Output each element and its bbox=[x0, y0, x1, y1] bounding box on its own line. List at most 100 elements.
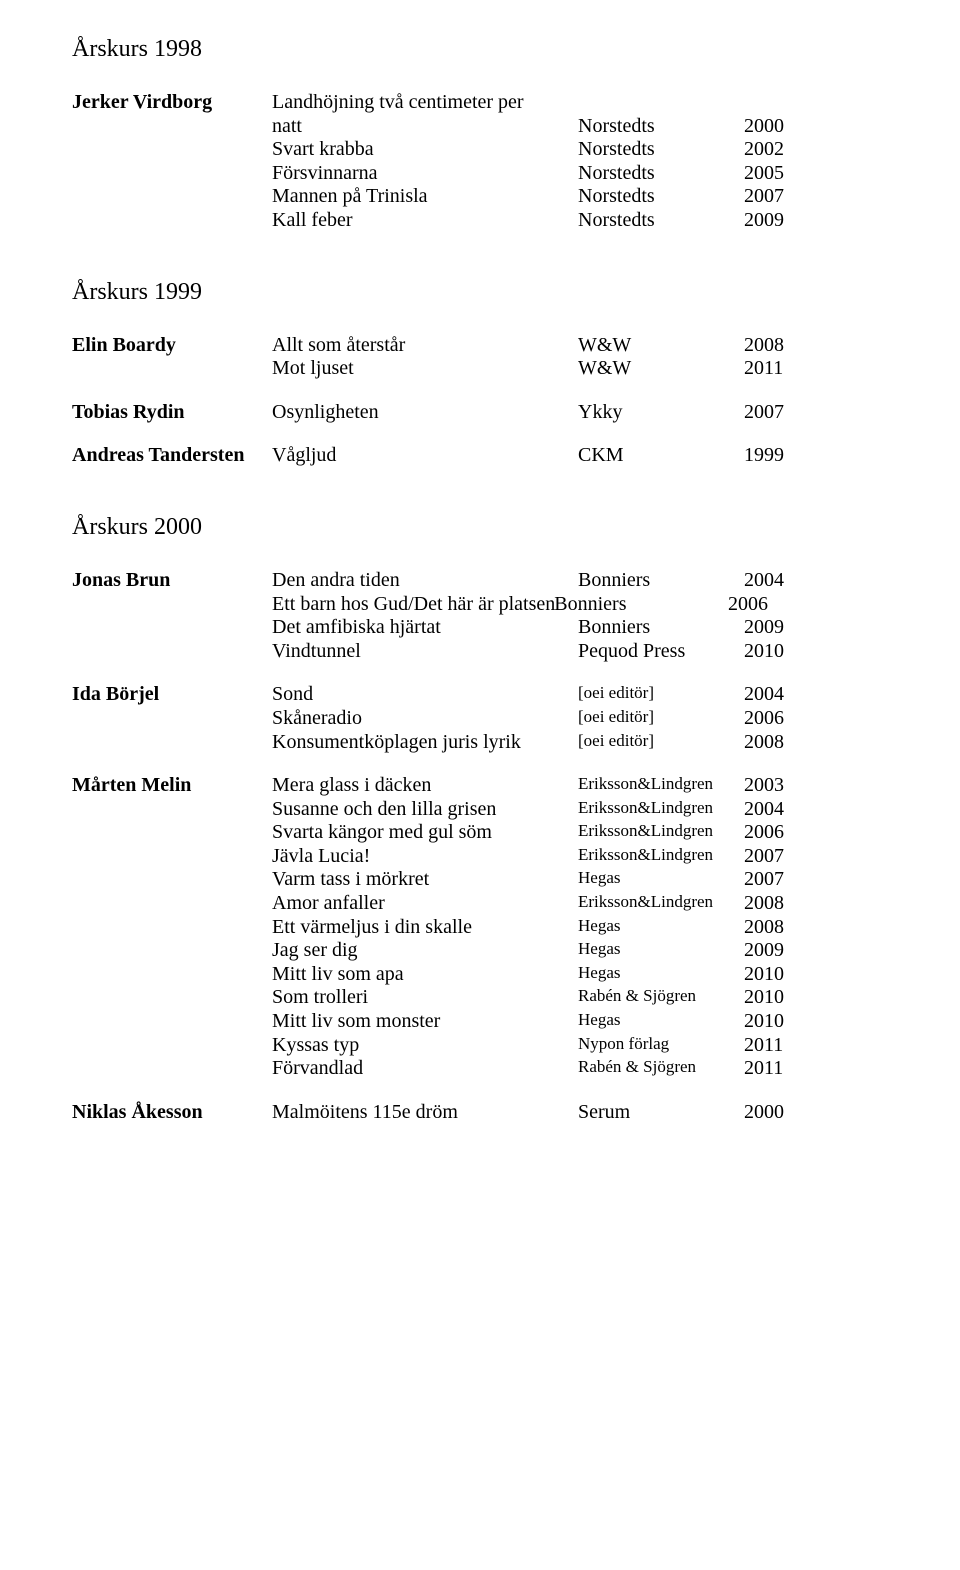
table-row: Ett barn hos Gud/Det här är platsenBonni… bbox=[72, 593, 890, 617]
publisher: Norstedts bbox=[578, 185, 744, 209]
table-row: natt Norstedts 2000 bbox=[72, 115, 890, 139]
table-row: Susanne och den lilla grisen Eriksson&Li… bbox=[72, 798, 890, 822]
year: 2010 bbox=[744, 963, 816, 987]
table-row: Mannen på Trinisla Norstedts 2007 bbox=[72, 185, 890, 209]
publisher: Serum bbox=[578, 1101, 744, 1125]
block-brun: Jonas Brun Den andra tiden Bonniers 2004… bbox=[72, 569, 890, 663]
author-name: Mårten Melin bbox=[72, 774, 272, 798]
book-title: Konsumentköplagen juris lyrik bbox=[272, 731, 578, 755]
book-title-line2: natt bbox=[272, 115, 578, 139]
publisher: Hegas bbox=[578, 1010, 744, 1030]
table-row: Försvinnarna Norstedts 2005 bbox=[72, 162, 890, 186]
author-name: Elin Boardy bbox=[72, 334, 272, 358]
book-title: Vindtunnel bbox=[272, 640, 578, 664]
book-title: Ett barn hos Gud/Det här är platsen bbox=[272, 593, 555, 617]
book-title: Förvandlad bbox=[272, 1057, 578, 1081]
section-title-1999: Årskurs 1999 bbox=[72, 279, 890, 306]
book-title: Mitt liv som monster bbox=[272, 1010, 578, 1034]
book-title: Mera glass i däcken bbox=[272, 774, 578, 798]
publisher: Eriksson&Lindgren bbox=[578, 774, 744, 794]
table-row: Jag ser dig Hegas 2009 bbox=[72, 939, 890, 963]
publisher: Rabén & Sjögren bbox=[578, 1057, 744, 1077]
author-name: Tobias Rydin bbox=[72, 401, 272, 425]
book-title: Som trolleri bbox=[272, 986, 578, 1010]
section-title-1998: Årskurs 1998 bbox=[72, 36, 890, 63]
year: 2009 bbox=[744, 616, 816, 640]
table-row: Vindtunnel Pequod Press 2010 bbox=[72, 640, 890, 664]
table-row: Svarta kängor med gul söm Eriksson&Lindg… bbox=[72, 821, 890, 845]
block-akesson: Niklas Åkesson Malmöitens 115e dröm Seru… bbox=[72, 1101, 890, 1125]
publisher: Eriksson&Lindgren bbox=[578, 845, 744, 865]
book-title: Kall feber bbox=[272, 209, 578, 233]
year: 2007 bbox=[744, 185, 816, 209]
book-title: Susanne och den lilla grisen bbox=[272, 798, 578, 822]
spacer bbox=[72, 547, 890, 569]
publisher: Hegas bbox=[578, 916, 744, 936]
publisher: Hegas bbox=[578, 963, 744, 983]
year: 2006 bbox=[728, 593, 800, 617]
table-row: Mårten Melin Mera glass i däcken Eriksso… bbox=[72, 774, 890, 798]
block-melin: Mårten Melin Mera glass i däcken Eriksso… bbox=[72, 774, 890, 1081]
year: 2008 bbox=[744, 334, 816, 358]
year: 2008 bbox=[744, 731, 816, 755]
book-title: Sond bbox=[272, 683, 578, 707]
book-title-line1: Landhöjning två centimeter per bbox=[272, 91, 578, 115]
spacer bbox=[72, 69, 890, 91]
block-virdborg: Jerker Virdborg Landhöjning två centimet… bbox=[72, 91, 890, 233]
year: 2010 bbox=[744, 640, 816, 664]
book-title: Den andra tiden bbox=[272, 569, 578, 593]
book-title: Svart krabba bbox=[272, 138, 578, 162]
table-row: Niklas Åkesson Malmöitens 115e dröm Seru… bbox=[72, 1101, 890, 1125]
year: 2004 bbox=[744, 683, 816, 707]
table-row: Ida Börjel Sond [oei editör] 2004 bbox=[72, 683, 890, 707]
year: 2009 bbox=[744, 209, 816, 233]
year: 2007 bbox=[744, 868, 816, 892]
book-title: Mot ljuset bbox=[272, 357, 578, 381]
book-title: Jävla Lucia! bbox=[272, 845, 578, 869]
book-title: Försvinnarna bbox=[272, 162, 578, 186]
year: 2011 bbox=[744, 357, 816, 381]
publisher: Rabén & Sjögren bbox=[578, 986, 744, 1006]
year: 2010 bbox=[744, 986, 816, 1010]
year: 2007 bbox=[744, 401, 816, 425]
year: 2011 bbox=[744, 1034, 816, 1058]
table-row: Skåneradio [oei editör] 2006 bbox=[72, 707, 890, 731]
publisher: Eriksson&Lindgren bbox=[578, 821, 744, 841]
table-row: Jonas Brun Den andra tiden Bonniers 2004 bbox=[72, 569, 890, 593]
book-title: Amor anfaller bbox=[272, 892, 578, 916]
publisher: Eriksson&Lindgren bbox=[578, 798, 744, 818]
publisher: Ykky bbox=[578, 401, 744, 425]
publisher: W&W bbox=[578, 357, 744, 381]
publisher: [oei editör] bbox=[578, 707, 744, 727]
year: 2000 bbox=[744, 115, 816, 139]
publisher: Bonniers bbox=[554, 593, 626, 617]
year: 2009 bbox=[744, 939, 816, 963]
block-borjel: Ida Börjel Sond [oei editör] 2004 Skåner… bbox=[72, 683, 890, 754]
year: 2004 bbox=[744, 798, 816, 822]
section-title-2000: Årskurs 2000 bbox=[72, 514, 890, 541]
year: 1999 bbox=[744, 444, 816, 468]
table-row: Som trolleri Rabén & Sjögren 2010 bbox=[72, 986, 890, 1010]
book-title: Kyssas typ bbox=[272, 1034, 578, 1058]
table-row: Mot ljuset W&W 2011 bbox=[72, 357, 890, 381]
year: 2008 bbox=[744, 892, 816, 916]
table-row: Andreas Tandersten Vågljud CKM 1999 bbox=[72, 444, 890, 468]
table-row: Tobias Rydin Osynligheten Ykky 2007 bbox=[72, 401, 890, 425]
publisher: Hegas bbox=[578, 868, 744, 888]
publisher: Norstedts bbox=[578, 162, 744, 186]
year: 2004 bbox=[744, 569, 816, 593]
table-row: Varm tass i mörkret Hegas 2007 bbox=[72, 868, 890, 892]
publisher: [oei editör] bbox=[578, 683, 744, 703]
publisher: Norstedts bbox=[578, 115, 744, 139]
table-row: Amor anfaller Eriksson&Lindgren 2008 bbox=[72, 892, 890, 916]
block-boardy: Elin Boardy Allt som återstår W&W 2008 M… bbox=[72, 334, 890, 381]
author-name: Jonas Brun bbox=[72, 569, 272, 593]
publisher: Hegas bbox=[578, 939, 744, 959]
table-row: Kyssas typ Nypon förlag 2011 bbox=[72, 1034, 890, 1058]
author-name: Niklas Åkesson bbox=[72, 1101, 272, 1125]
year: 2006 bbox=[744, 707, 816, 731]
book-title: Mitt liv som apa bbox=[272, 963, 578, 987]
book-title: Det amfibiska hjärtat bbox=[272, 616, 578, 640]
book-title: Vågljud bbox=[272, 444, 578, 468]
year: 2006 bbox=[744, 821, 816, 845]
